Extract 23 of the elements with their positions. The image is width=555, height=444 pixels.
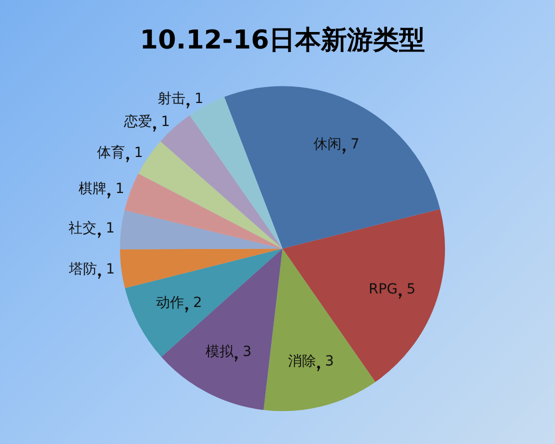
slice-label: 恋爱 <box>123 114 152 130</box>
data-label: 1 <box>134 144 144 161</box>
slice-label: 体育 <box>97 144 126 161</box>
slice-label: 射击 <box>157 90 186 107</box>
data-label: 3 <box>242 344 252 360</box>
data-label: 1 <box>161 114 170 130</box>
slice-label: 动作 <box>156 295 184 312</box>
data-label: 5 <box>406 281 416 298</box>
slice-label: 休闲 <box>314 136 342 152</box>
chart-title: 10.12-16日本新游类型 <box>140 25 426 56</box>
data-label: 1 <box>194 90 204 107</box>
slice-label: 社交 <box>68 220 97 237</box>
data-label: 1 <box>106 261 115 278</box>
slice-label: RPG <box>368 281 398 298</box>
data-label: 2 <box>193 295 202 312</box>
data-label: 1 <box>106 220 115 237</box>
slice-label: 模拟 <box>206 344 235 360</box>
slice-label: 塔防 <box>68 261 97 278</box>
data-label: 3 <box>325 354 334 370</box>
data-label: 7 <box>350 136 360 152</box>
data-label: 1 <box>115 180 124 197</box>
slice-label: 棋牌 <box>78 180 106 197</box>
slice-label: 消除 <box>288 354 316 370</box>
